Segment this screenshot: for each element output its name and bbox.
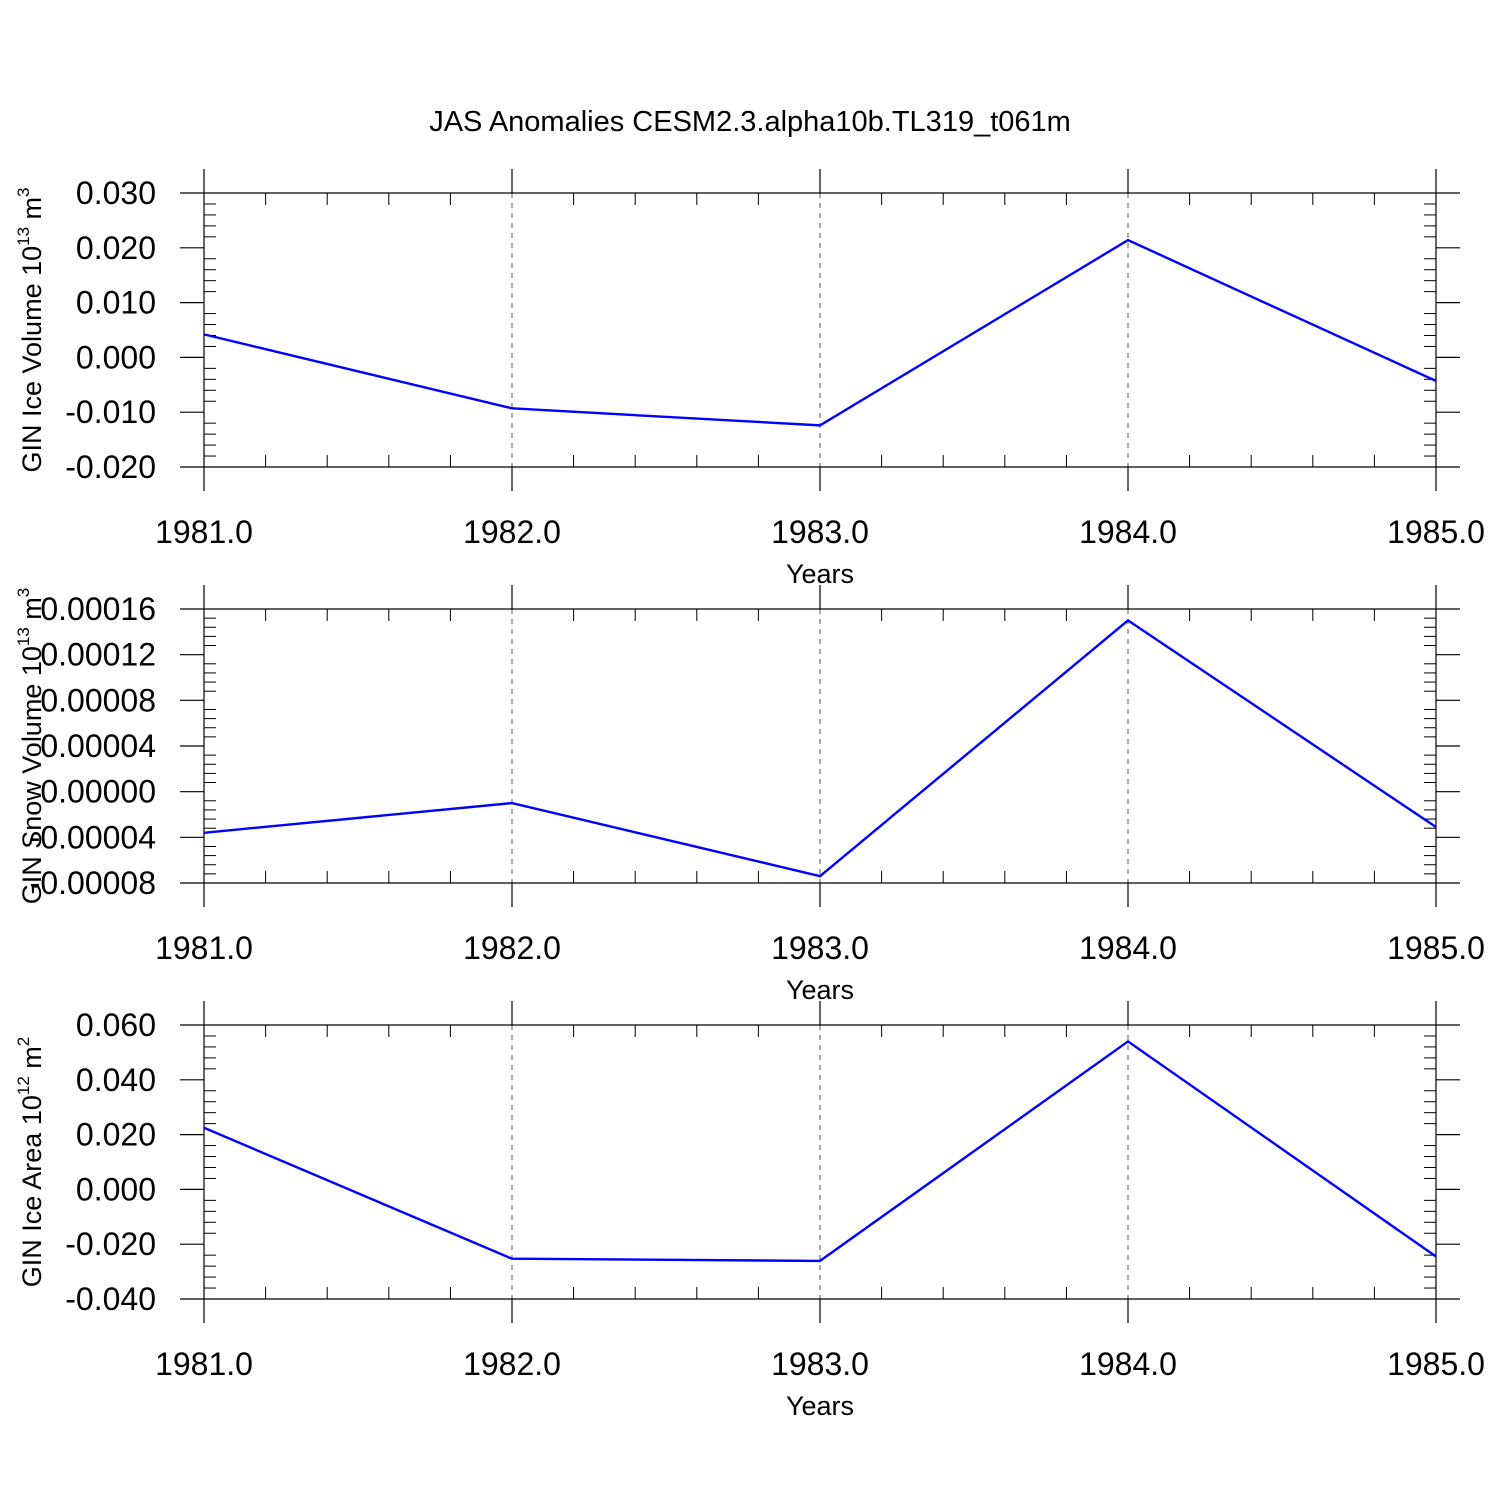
y-axis-title-unit-exponent: 3: [14, 187, 33, 196]
y-tick-label: 0.00004: [40, 728, 156, 764]
x-tick-label: 1985.0: [1387, 930, 1485, 966]
x-tick-label: 1981.0: [155, 514, 253, 550]
x-tick-label: 1983.0: [771, 930, 869, 966]
y-tick-label: 0.00008: [40, 682, 156, 718]
series-line: [203, 1039, 1437, 1263]
y-tick-label: 0.010: [76, 285, 156, 321]
x-tick-label: 1984.0: [1079, 514, 1177, 550]
y-axis-title: GIN Ice Volume 1013 m3: [14, 187, 47, 472]
y-tick-label: -0.010: [65, 394, 156, 430]
x-tick-label: 1983.0: [771, 514, 869, 550]
y-tick-label: 0.030: [76, 175, 156, 211]
x-axis-title: Years: [786, 1391, 854, 1421]
y-axis-title-exponent: 12: [14, 1076, 33, 1095]
y-tick-label: 0.020: [76, 230, 156, 266]
panel-3: -0.040 -0.020 0.000 0.020 0.040 0.060 1981.0 19…: [14, 1001, 1485, 1421]
y-tick-label: 0.060: [76, 1007, 156, 1043]
y-tick-label: 0.040: [76, 1062, 156, 1098]
panels: -0.020 -0.010 0.000 0.010 0.020 0.030 1981.0 19…: [14, 169, 1485, 1421]
x-tick-label: 1982.0: [463, 1346, 561, 1382]
y-tick-label: 0.00012: [40, 637, 156, 673]
series-line: [203, 618, 1437, 878]
series-line: [203, 238, 1437, 427]
y-axis-title-unit: m: [17, 1046, 47, 1076]
x-tick-label: 1981.0: [155, 1346, 253, 1382]
x-tick-label: 1982.0: [463, 930, 561, 966]
y-tick-label: -0.00008: [30, 865, 156, 901]
y-tick-label: 0.00000: [40, 774, 156, 810]
y-axis-title: GIN Ice Area 1012 m2: [14, 1037, 47, 1288]
y-tick-label: -0.020: [65, 449, 156, 485]
figure-title: JAS Anomalies CESM2.3.alpha10b.TL319_t06…: [429, 106, 1071, 138]
x-tick-label: 1981.0: [155, 930, 253, 966]
y-tick-label: -0.00004: [30, 819, 156, 855]
y-tick-label: -0.040: [65, 1281, 156, 1317]
y-axis-title-exponent: 13: [14, 227, 33, 246]
y-axis-title-text: GIN Snow Volume 10: [17, 646, 47, 904]
y-axis-title-exponent: 13: [14, 627, 33, 646]
y-tick-label: 0.000: [76, 1171, 156, 1207]
y-tick-label: 0.00016: [40, 591, 156, 627]
panel-2: -0.00008 -0.00004 0.00000 0.00004 0.00008 0.0…: [14, 585, 1485, 1005]
x-tick-label: 1985.0: [1387, 514, 1485, 550]
y-tick-label: -0.020: [65, 1226, 156, 1262]
y-axis-title-unit-exponent: 2: [14, 1037, 33, 1046]
x-tick-label: 1985.0: [1387, 1346, 1485, 1382]
y-tick-label: 0.020: [76, 1117, 156, 1153]
x-axis-title: Years: [786, 975, 854, 1005]
y-axis-title-unit-exponent: 3: [14, 588, 33, 597]
x-tick-label: 1982.0: [463, 514, 561, 550]
y-axis-title-unit: m: [17, 197, 47, 227]
panel-1: -0.020 -0.010 0.000 0.010 0.020 0.030 1981.0 19…: [14, 169, 1485, 589]
y-tick-label: 0.000: [76, 339, 156, 375]
x-tick-label: 1983.0: [771, 1346, 869, 1382]
y-axis-title-text: GIN Ice Volume 10: [17, 246, 47, 473]
x-tick-label: 1984.0: [1079, 1346, 1177, 1382]
y-axis-title: GIN Snow Volume 1013 m3: [14, 588, 47, 905]
y-axis-title-unit: m: [17, 597, 47, 627]
x-tick-label: 1984.0: [1079, 930, 1177, 966]
y-axis-title-text: GIN Ice Area 10: [17, 1095, 47, 1287]
x-axis-title: Years: [786, 559, 854, 589]
